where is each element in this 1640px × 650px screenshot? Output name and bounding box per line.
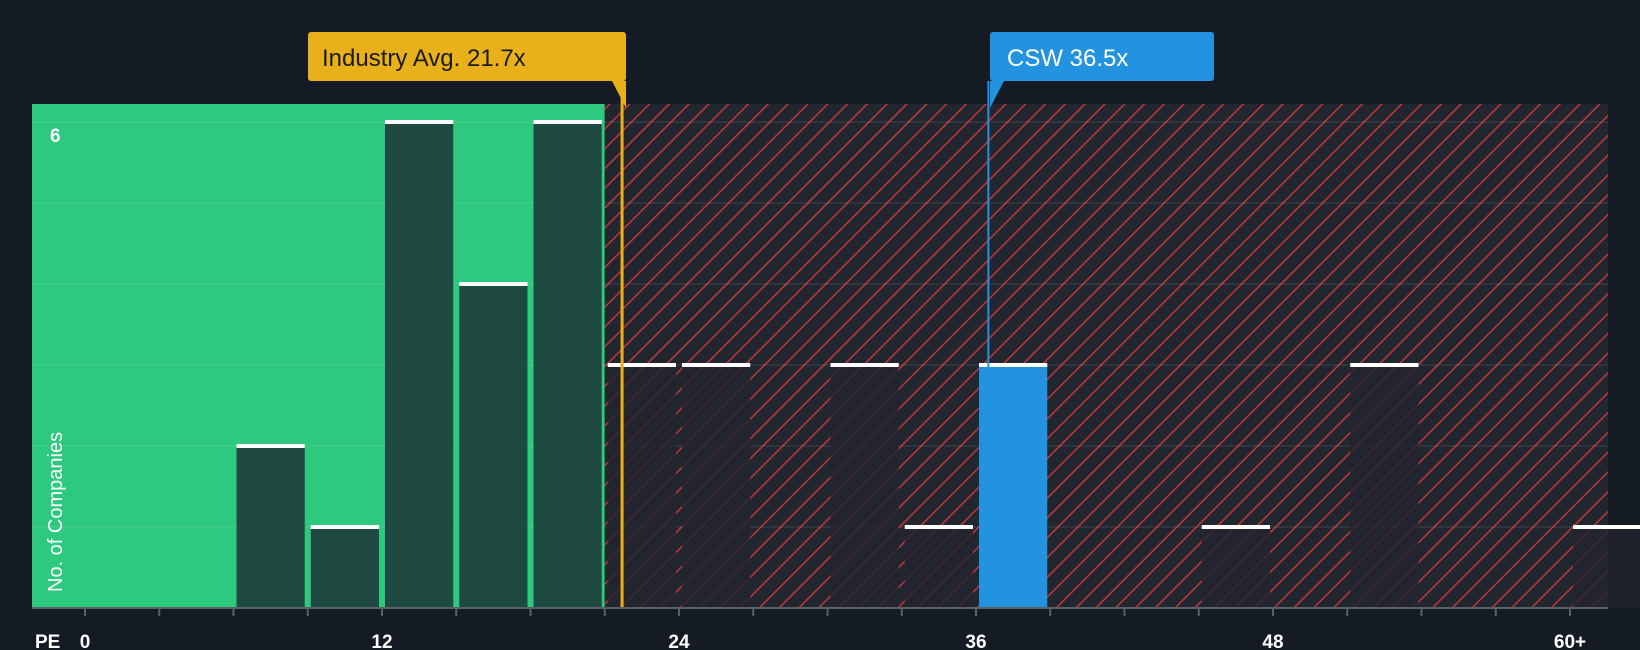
industry-average-label: Industry Avg. 21.7x	[322, 45, 526, 72]
company-pointer	[990, 81, 1004, 108]
x-tick-label: 48	[1262, 632, 1283, 650]
industry-average-badge	[308, 32, 626, 81]
histogram-bar	[385, 122, 454, 608]
bar-cap	[904, 525, 973, 529]
company-callout: CSW 36.5x	[990, 32, 1214, 108]
histogram-bar	[1350, 365, 1419, 608]
company-bar	[979, 365, 1048, 608]
y-axis-title: No. of Companies	[45, 432, 67, 592]
overvalued-region	[604, 104, 1608, 608]
bar-cap	[459, 282, 528, 286]
bar-cap	[682, 363, 751, 367]
histogram-bar	[1573, 527, 1640, 608]
bar-cap	[1201, 525, 1270, 529]
bar-cap	[830, 363, 899, 367]
x-tick-label: 36	[965, 632, 986, 650]
bar-cap	[607, 363, 676, 367]
bar-cap	[310, 525, 379, 529]
bar-cap	[1350, 363, 1419, 367]
x-tick-label: 0	[80, 632, 91, 650]
company-badge	[990, 32, 1214, 81]
histogram-bar	[682, 365, 751, 608]
histogram-bar	[1201, 527, 1270, 608]
industry-average-callout: Industry Avg. 21.7x	[308, 32, 626, 108]
bar-cap	[236, 444, 305, 448]
histogram-bar	[830, 365, 899, 608]
histogram-bar	[459, 284, 528, 608]
bar-cap	[533, 120, 602, 124]
x-axis-title: PE	[35, 632, 60, 650]
x-tick-label: 60+	[1554, 632, 1586, 650]
bar-cap	[979, 363, 1048, 367]
bar-cap	[1573, 525, 1640, 529]
histogram-bar	[310, 527, 379, 608]
histogram-bar	[533, 122, 602, 608]
histogram-bar	[236, 446, 305, 608]
histogram-bar	[607, 365, 676, 608]
y-tick-label: 6	[50, 126, 61, 147]
histogram-bar	[904, 527, 973, 608]
x-tick-label: 12	[371, 632, 392, 650]
x-tick-label: 24	[668, 632, 690, 650]
company-label: CSW 36.5x	[1007, 45, 1128, 72]
industry-average-pointer	[612, 81, 626, 108]
bar-cap	[385, 120, 454, 124]
